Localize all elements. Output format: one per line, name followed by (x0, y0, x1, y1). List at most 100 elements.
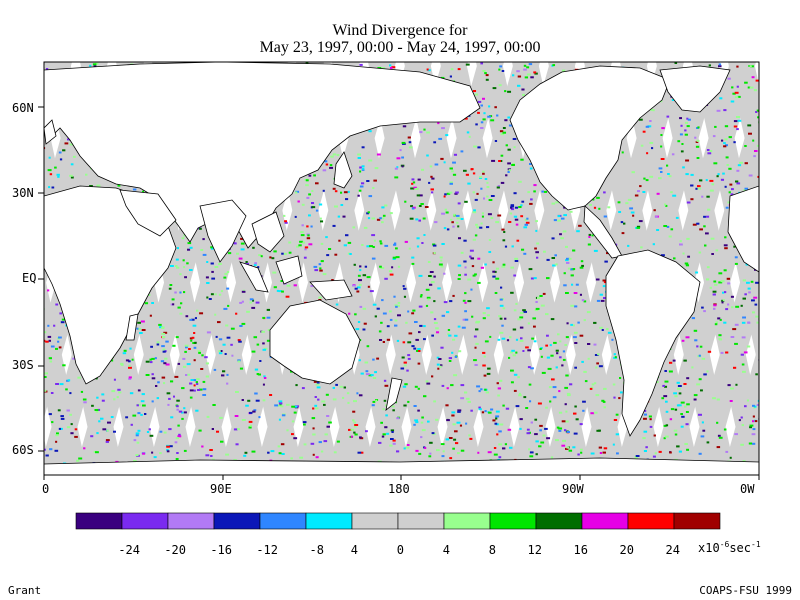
divergence-speckle (169, 284, 173, 286)
divergence-speckle (199, 312, 204, 315)
divergence-speckle (775, 425, 777, 427)
divergence-speckle (643, 450, 647, 452)
divergence-speckle (744, 81, 748, 84)
divergence-speckle (565, 259, 569, 262)
divergence-speckle (733, 366, 737, 369)
divergence-speckle (505, 174, 508, 177)
divergence-speckle (596, 299, 601, 302)
divergence-speckle (699, 179, 703, 182)
divergence-speckle (524, 218, 528, 221)
divergence-speckle (37, 381, 40, 383)
divergence-speckle (730, 100, 735, 103)
divergence-speckle (530, 76, 534, 79)
divergence-speckle (692, 223, 697, 226)
divergence-speckle (30, 134, 34, 136)
divergence-speckle (680, 401, 685, 404)
divergence-speckle (198, 388, 203, 391)
divergence-speckle (136, 404, 139, 407)
divergence-speckle (477, 451, 480, 454)
divergence-speckle (457, 68, 461, 71)
divergence-speckle (441, 212, 446, 215)
divergence-speckle (643, 417, 647, 420)
divergence-speckle (179, 312, 183, 315)
divergence-speckle (498, 456, 502, 459)
divergence-speckle (573, 412, 577, 415)
divergence-speckle (399, 149, 402, 152)
divergence-speckle (503, 231, 506, 233)
divergence-speckle (83, 447, 86, 450)
divergence-speckle (176, 266, 180, 269)
divergence-speckle (448, 191, 453, 194)
divergence-speckle (177, 435, 182, 438)
divergence-speckle (157, 381, 160, 384)
divergence-speckle (485, 391, 490, 394)
divergence-speckle (435, 327, 439, 330)
divergence-speckle (494, 140, 498, 142)
divergence-speckle (631, 171, 635, 174)
divergence-speckle (526, 432, 531, 435)
divergence-speckle (742, 370, 746, 373)
divergence-speckle (161, 332, 166, 335)
divergence-speckle (539, 348, 542, 350)
divergence-speckle (473, 209, 476, 212)
divergence-speckle (546, 356, 551, 359)
divergence-speckle (439, 365, 442, 368)
divergence-speckle (346, 392, 350, 395)
divergence-speckle (177, 424, 180, 427)
divergence-speckle (21, 246, 24, 248)
divergence-speckle (328, 248, 332, 250)
divergence-speckle (338, 239, 341, 242)
divergence-speckle (182, 357, 186, 360)
divergence-speckle (455, 191, 459, 194)
divergence-speckle (0, 131, 2, 133)
divergence-speckle (510, 351, 513, 354)
divergence-speckle (30, 457, 33, 459)
divergence-speckle (219, 416, 223, 419)
divergence-speckle (716, 109, 721, 112)
divergence-speckle (468, 434, 471, 437)
divergence-speckle (348, 428, 352, 431)
divergence-speckle (779, 309, 783, 311)
divergence-speckle (530, 198, 533, 201)
divergence-speckle (323, 440, 328, 443)
divergence-speckle (412, 309, 416, 312)
divergence-speckle (474, 93, 479, 96)
divergence-speckle (440, 157, 444, 160)
divergence-speckle (565, 245, 568, 248)
divergence-speckle (326, 254, 330, 257)
divergence-speckle (700, 389, 703, 392)
divergence-speckle (439, 256, 443, 259)
divergence-speckle (305, 179, 309, 182)
divergence-speckle (193, 384, 196, 387)
divergence-speckle (724, 236, 727, 239)
swath-band (686, 215, 759, 475)
divergence-speckle (788, 83, 791, 85)
divergence-speckle (262, 342, 265, 345)
divergence-speckle (433, 141, 437, 144)
divergence-speckle (9, 160, 12, 162)
divergence-speckle (222, 370, 226, 373)
divergence-speckle (409, 217, 414, 220)
divergence-speckle (212, 458, 215, 461)
divergence-speckle (734, 433, 738, 436)
divergence-speckle (744, 405, 747, 408)
divergence-speckle (785, 433, 789, 435)
divergence-speckle (349, 253, 352, 255)
divergence-speckle (470, 409, 473, 412)
divergence-speckle (376, 218, 381, 221)
divergence-speckle (41, 442, 43, 444)
divergence-speckle (44, 147, 46, 150)
divergence-speckle (73, 155, 76, 158)
divergence-speckle (583, 319, 586, 322)
divergence-speckle (39, 155, 42, 157)
divergence-speckle (535, 301, 538, 303)
divergence-speckle (8, 287, 10, 289)
divergence-speckle (469, 437, 473, 440)
divergence-speckle (507, 90, 512, 93)
divergence-speckle (304, 248, 307, 251)
divergence-speckle (210, 262, 214, 265)
divergence-speckle (709, 150, 713, 152)
divergence-speckle (695, 271, 699, 274)
divergence-speckle (454, 430, 458, 433)
divergence-speckle (222, 343, 226, 346)
